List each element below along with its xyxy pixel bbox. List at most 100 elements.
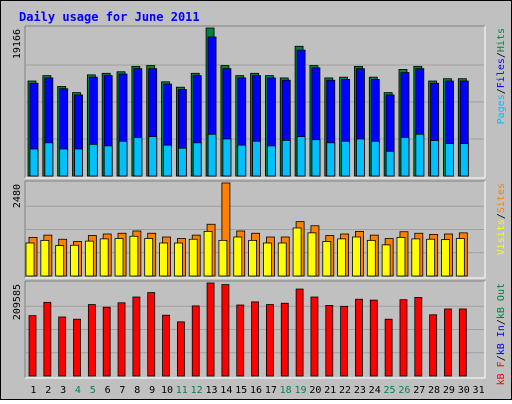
- bar-visits-day-3: [55, 245, 65, 277]
- x-tick-day-30: 30: [458, 385, 470, 396]
- legend-part: kB In: [496, 325, 507, 355]
- x-tick-day-10: 10: [161, 385, 173, 396]
- bar-kb-f-day-1: [28, 315, 37, 377]
- bar-kb-f-day-20: [310, 296, 319, 377]
- bar-kb-f-day-27: [414, 297, 423, 377]
- bar-visits-day-20: [307, 232, 317, 277]
- bar-visits-day-24: [366, 239, 376, 277]
- ymax-label: 209585: [12, 284, 23, 320]
- bar-visits-day-2: [40, 239, 50, 277]
- bar-kb-f-day-21: [325, 305, 334, 377]
- bar-pages-day-24: [370, 140, 380, 177]
- bar-visits-day-13: [203, 230, 213, 277]
- x-tick-day-17: 17: [265, 385, 277, 396]
- bar-visits-day-30: [455, 238, 465, 277]
- bar-visits-day-1: [25, 242, 35, 277]
- legend-part: Hits: [496, 28, 507, 52]
- bar-visits-day-8: [129, 235, 139, 277]
- legend-part: Sites: [496, 183, 507, 213]
- bar-pages-day-20: [311, 139, 321, 177]
- bar-pages-day-9: [148, 136, 158, 177]
- bar-pages-day-5: [88, 143, 98, 177]
- x-tick-day-29: 29: [443, 385, 455, 396]
- bar-visits-day-17: [263, 242, 272, 277]
- bar-visits-day-16: [248, 239, 257, 277]
- x-tick-day-16: 16: [250, 385, 262, 396]
- x-tick-day-22: 22: [339, 385, 351, 396]
- bar-pages-day-16: [252, 140, 261, 177]
- bar-kb-f-day-12: [191, 305, 200, 377]
- x-tick-day-25: 25: [384, 385, 396, 396]
- bar-visits-day-19: [292, 227, 302, 277]
- x-tick-day-2: 2: [45, 385, 51, 396]
- bar-pages-day-23: [356, 138, 365, 177]
- bar-visits-day-11: [173, 242, 183, 277]
- bar-visits-day-14: [218, 239, 228, 277]
- bar-pages-day-17: [267, 145, 276, 177]
- bar-kb-f-day-9: [147, 292, 156, 377]
- legend-label-hits-files-pages: Pages/Files/Hits: [496, 28, 507, 124]
- legend-part: Pages: [496, 94, 507, 124]
- bar-pages-day-15: [237, 144, 247, 177]
- bar-visits-day-5: [84, 240, 94, 277]
- bar-kb-f-day-25: [384, 318, 393, 377]
- bar-pages-day-8: [133, 136, 143, 177]
- x-tick-day-23: 23: [354, 385, 366, 396]
- bar-kb-f-day-28: [429, 314, 438, 377]
- bar-visits-day-28: [426, 238, 436, 277]
- ymax-label: 2480: [12, 184, 23, 208]
- bar-visits-day-12: [188, 238, 198, 277]
- x-tick-day-4: 4: [75, 385, 81, 396]
- bar-pages-day-10: [163, 144, 172, 177]
- x-tick-day-7: 7: [119, 385, 125, 396]
- legend-part: /: [496, 355, 507, 361]
- bar-kb-f-day-26: [399, 299, 408, 377]
- bar-pages-day-22: [341, 140, 351, 177]
- bar-kb-f-day-24: [369, 299, 378, 377]
- bar-pages-day-14: [222, 138, 232, 177]
- legend-part: kB Out: [496, 283, 507, 319]
- bar-kb-f-day-8: [132, 296, 141, 377]
- bar-pages-day-19: [296, 136, 306, 177]
- legend-label-visits-sites: Visits/Sites: [496, 183, 507, 255]
- bar-visits-day-7: [114, 238, 124, 277]
- x-tick-day-24: 24: [369, 385, 381, 396]
- legend-part: /: [496, 319, 507, 325]
- x-tick-day-1: 1: [30, 385, 36, 396]
- bar-visits-day-21: [322, 241, 332, 277]
- x-tick-day-15: 15: [235, 385, 247, 396]
- bar-pages-day-4: [74, 148, 83, 177]
- x-tick-day-9: 9: [149, 385, 155, 396]
- chart-title: Daily usage for June 2011: [19, 10, 200, 24]
- bar-pages-day-29: [445, 143, 454, 177]
- bar-kb-f-day-30: [458, 308, 467, 377]
- bar-pages-day-30: [459, 143, 469, 177]
- x-tick-day-13: 13: [205, 385, 217, 396]
- bar-pages-day-28: [430, 140, 440, 177]
- bar-kb-f-day-11: [176, 321, 185, 377]
- bar-pages-day-26: [400, 136, 410, 177]
- bar-visits-day-9: [144, 238, 154, 277]
- x-tick-day-6: 6: [105, 385, 111, 396]
- bar-pages-day-1: [29, 148, 39, 177]
- bar-pages-day-3: [59, 148, 69, 177]
- bar-kb-f-day-29: [444, 308, 452, 377]
- bar-pages-day-25: [385, 150, 395, 177]
- legend-part: /: [496, 52, 507, 58]
- bar-pages-day-11: [177, 147, 187, 177]
- bar-kb-f-day-17: [266, 304, 274, 377]
- x-tick-day-18: 18: [280, 385, 292, 396]
- bar-pages-day-12: [192, 142, 202, 177]
- bar-kb-f-day-3: [58, 316, 67, 377]
- x-tick-day-5: 5: [90, 385, 96, 396]
- legend-part: kB F: [496, 361, 507, 385]
- bar-visits-day-25: [381, 244, 391, 277]
- bar-visits-day-22: [337, 238, 347, 277]
- bar-visits-day-23: [352, 236, 361, 277]
- legend-part: Files: [496, 58, 507, 88]
- x-tick-day-26: 26: [398, 385, 410, 396]
- bar-visits-day-27: [411, 238, 421, 277]
- bar-kb-f-day-23: [355, 298, 363, 377]
- legend-part: Visits: [496, 219, 507, 255]
